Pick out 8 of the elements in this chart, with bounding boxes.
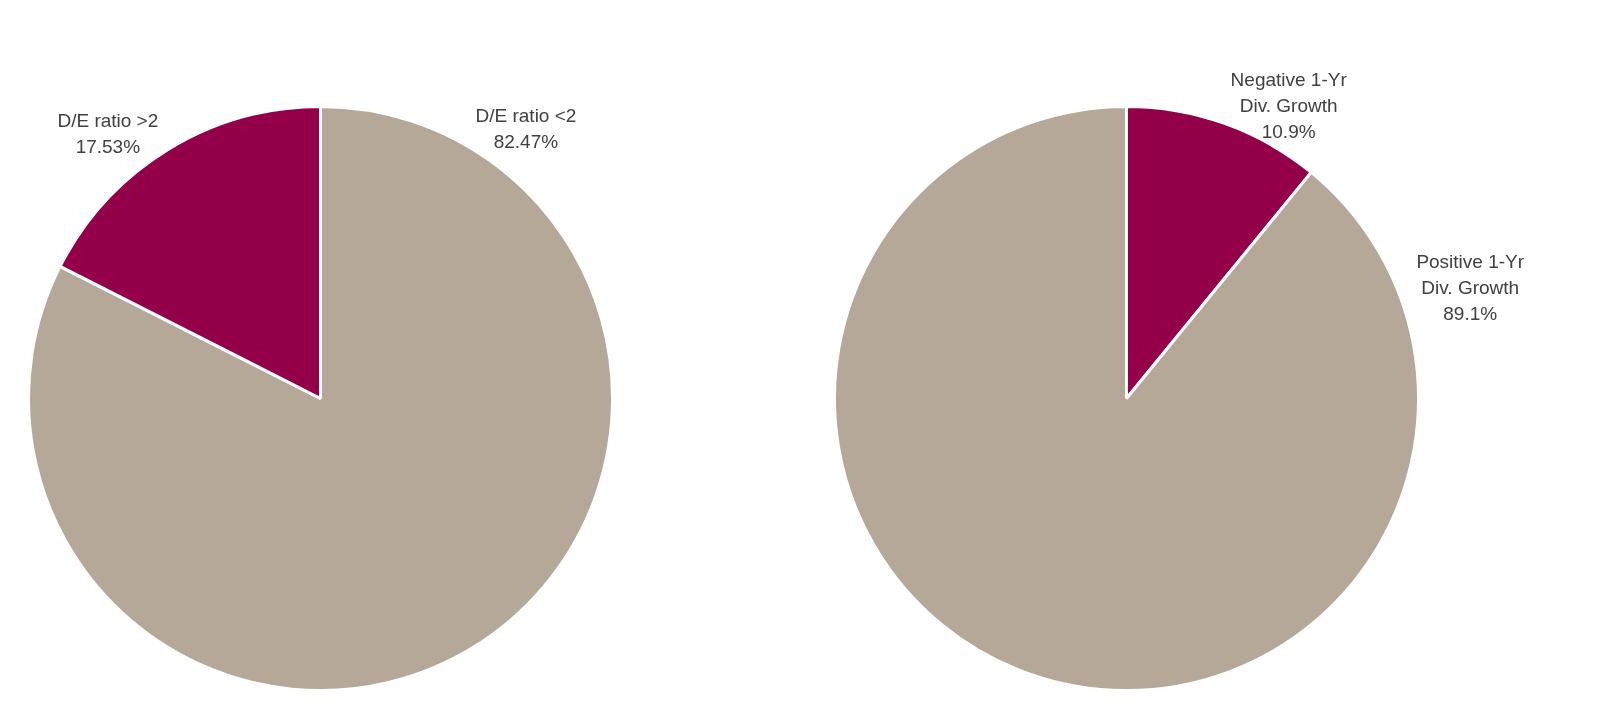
data-label: 10.9% — [1261, 120, 1316, 142]
slice-label: Negative 1-Yr Div. Growth — [1230, 68, 1348, 116]
slice-label: Positive 1-Yr Div. Growth — [1416, 250, 1525, 298]
slice-label: D/E ratio >2 — [57, 109, 159, 131]
slice-label: D/E ratio <2 — [475, 105, 577, 127]
data-label: 82.47% — [493, 131, 559, 153]
data-label: 89.1% — [1443, 302, 1498, 324]
data-label: 17.53% — [75, 135, 141, 157]
